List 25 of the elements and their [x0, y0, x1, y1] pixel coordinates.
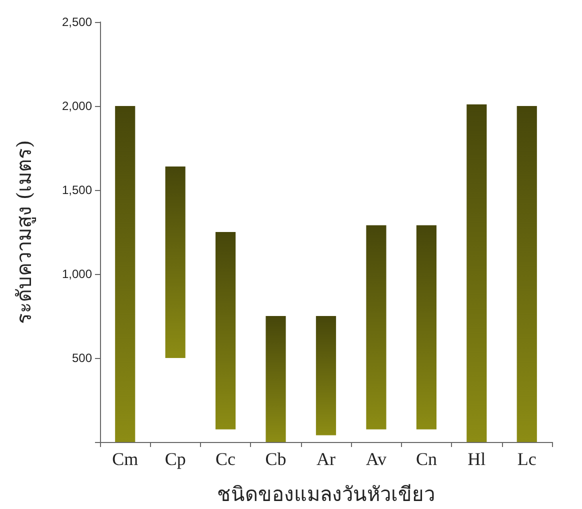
x-tick-label: Cc: [216, 449, 236, 469]
x-tick-label: Cm: [112, 449, 138, 469]
x-tick-label: Av: [366, 449, 387, 469]
y-tick-label: 2,500: [62, 15, 92, 29]
bar: [416, 225, 436, 430]
x-tick-label: Hl: [468, 449, 486, 469]
x-tick-label: Cp: [164, 449, 186, 469]
x-tick-label: Cn: [416, 449, 437, 469]
bar: [115, 106, 136, 442]
y-tick-label: 2,000: [62, 99, 92, 113]
y-tick-label: 1,000: [62, 267, 92, 281]
x-tick-label: Ar: [316, 449, 336, 469]
x-tick-label: Cb: [265, 449, 286, 469]
x-tick-label: Lc: [517, 449, 536, 469]
y-tick-label: 1,500: [62, 183, 92, 197]
bar: [366, 225, 386, 430]
bar: [216, 232, 236, 430]
bar: [316, 316, 336, 436]
y-tick-label: 500: [72, 351, 92, 365]
bar: [165, 166, 186, 358]
bar: [466, 104, 487, 442]
y-axis-title: ระดับความสูง (เมตร): [12, 140, 37, 324]
x-axis-title: ชนิดของแมลงวันหัวเขียว: [217, 482, 435, 506]
bar: [266, 316, 286, 442]
bar: [516, 106, 537, 442]
